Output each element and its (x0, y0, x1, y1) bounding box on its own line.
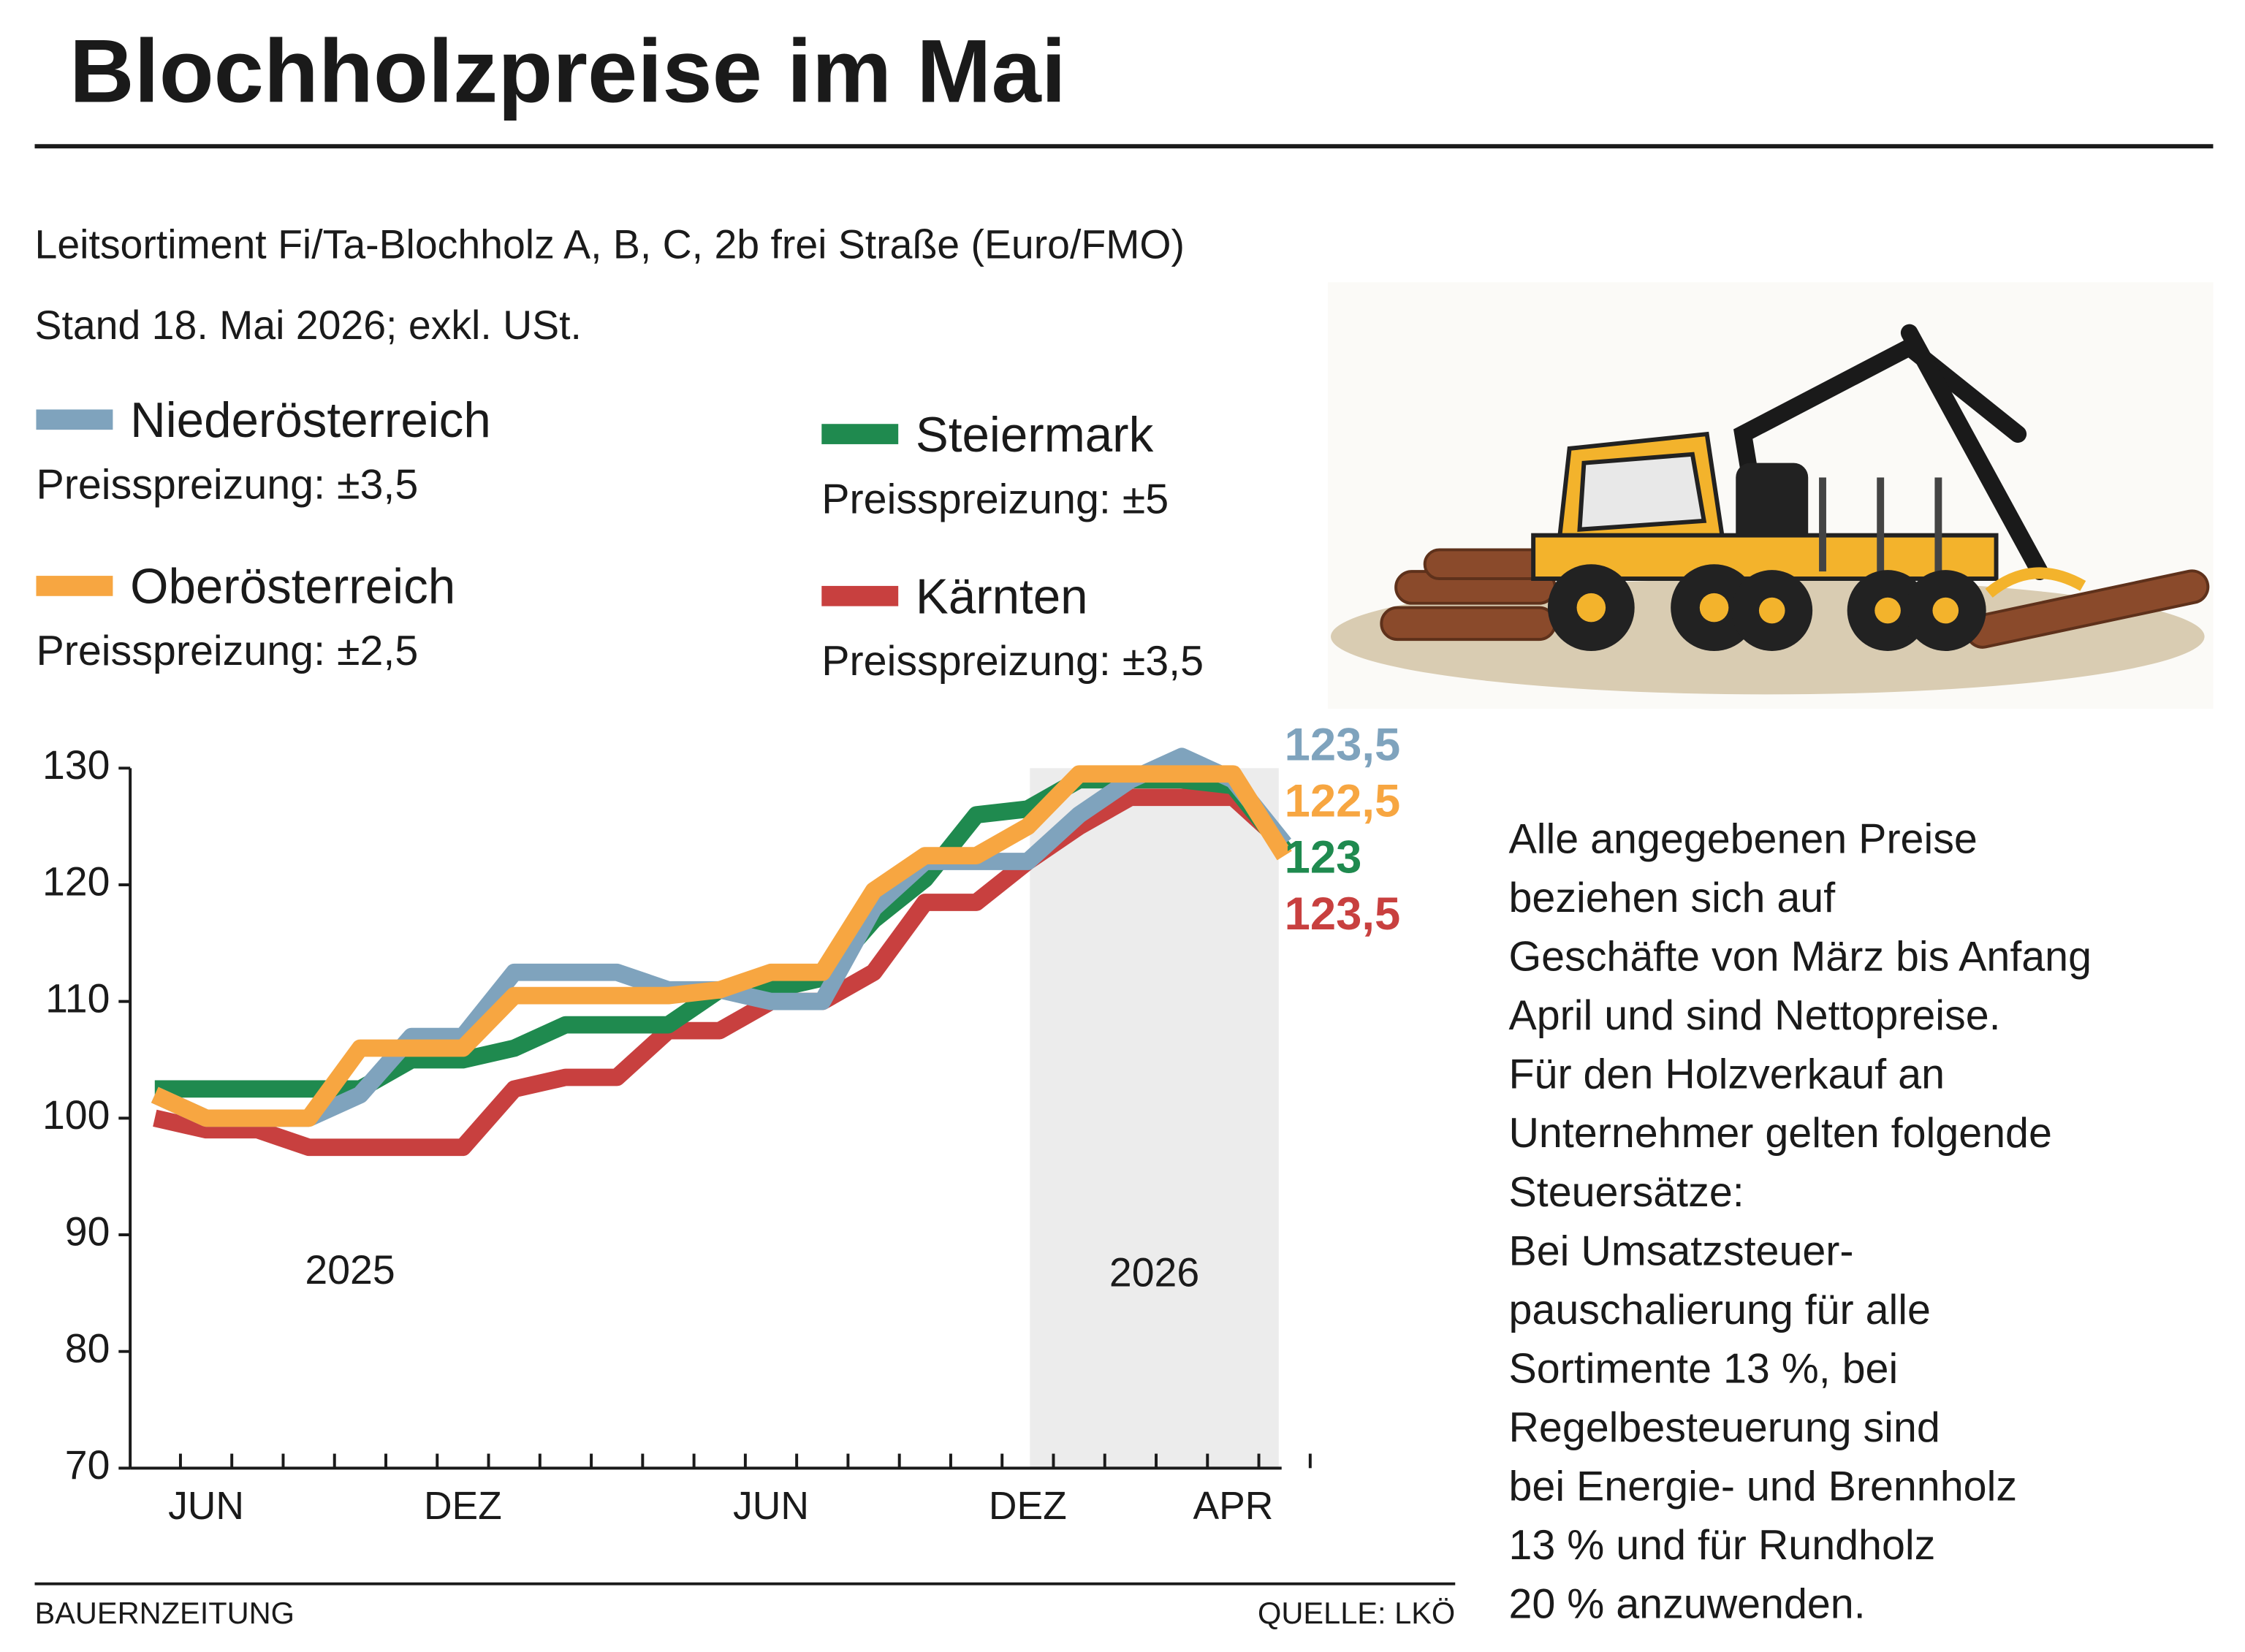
note-line: Alle angegebenen Preise (1508, 815, 1977, 862)
note-line: Geschäfte von März bis Anfang (1508, 934, 2092, 981)
x-tick-label: JUN (733, 1485, 809, 1528)
end-label: 122,5 (1285, 776, 1400, 827)
y-tick-label: 100 (42, 1092, 110, 1138)
footer-left: BAUERNZEITUNG (35, 1596, 295, 1630)
legend-swatch (36, 576, 113, 596)
y-tick-label: 110 (45, 975, 110, 1021)
x-tick-label: APR (1193, 1485, 1273, 1528)
legend-label: Kärnten (916, 569, 1088, 624)
note-line: Für den Holzverkauf an (1508, 1051, 1945, 1098)
note-line: April und sind Nettopreise. (1508, 992, 2000, 1039)
end-label: 123,5 (1285, 888, 1400, 940)
legend-spread: Preisspreizung: ±5 (821, 476, 1169, 522)
year-label: 2026 (1109, 1250, 1199, 1295)
end-label: 123 (1285, 832, 1362, 883)
x-tick-label: DEZ (424, 1485, 502, 1528)
legend-label: Oberösterreich (130, 560, 455, 614)
note-line: 20 % anzuwenden. (1508, 1581, 1865, 1628)
subtitle: Leitsortiment Fi/Ta-Blochholz A, B, C, 2… (35, 221, 1185, 267)
legend-label: Niederösterreich (130, 393, 491, 448)
y-tick-label: 80 (65, 1325, 110, 1371)
year-label: 2025 (305, 1247, 395, 1293)
footer-right: QUELLE: LKÖ (1258, 1596, 1455, 1630)
note-line: Regelbesteuerung sind (1508, 1404, 1940, 1451)
note-line: bei Energie- und Brennholz (1508, 1463, 2017, 1510)
series-line (151, 765, 1292, 1127)
note-line: Unternehmer gelten folgende (1508, 1110, 2051, 1157)
series-line (153, 788, 1291, 1157)
legend-spread: Preisspreizung: ±3,5 (821, 638, 1204, 685)
legend-swatch (821, 424, 899, 444)
y-tick-label: 120 (42, 859, 110, 905)
note-line: 13 % und für Rundholz (1508, 1522, 1935, 1569)
note-line: beziehen sich auf (1508, 875, 1836, 921)
y-tick-label: 90 (65, 1209, 110, 1255)
x-tick-label: DEZ (989, 1485, 1067, 1528)
note-line: Steuersätze: (1508, 1169, 1744, 1216)
x-tick-label: JUN (168, 1485, 244, 1528)
subtitle: Stand 18. Mai 2026; exkl. USt. (35, 302, 582, 348)
y-tick-label: 70 (65, 1442, 110, 1488)
legend-swatch (821, 585, 899, 606)
illustration (1328, 282, 2214, 709)
legend-spread: Preisspreizung: ±2,5 (36, 628, 418, 674)
year-shade (1030, 768, 1279, 1469)
legend-swatch (36, 409, 113, 430)
legend-label: Steiermark (916, 408, 1154, 463)
chart-title: Blochholzpreise im Mai (69, 22, 1066, 122)
legend-spread: Preisspreizung: ±3,5 (36, 461, 418, 508)
y-tick-label: 130 (42, 742, 110, 788)
end-label: 123,5 (1285, 719, 1400, 770)
note-line: Bei Umsatzsteuer- (1508, 1227, 1853, 1274)
note-line: Sortimente 13 %, bei (1508, 1345, 1898, 1392)
note-line: pauschalierung für alle (1508, 1287, 1930, 1333)
